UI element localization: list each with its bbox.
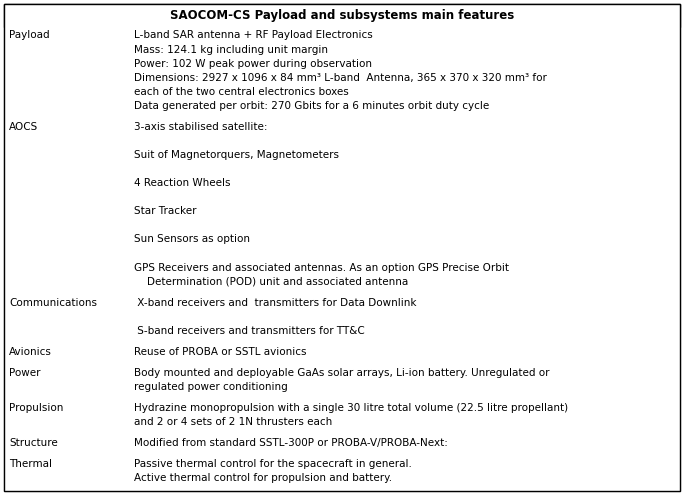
Text: Data generated per orbit: 270 Gbits for a 6 minutes orbit duty cycle: Data generated per orbit: 270 Gbits for … — [134, 101, 489, 111]
Text: Hydrazine monopropulsion with a single 30 litre total volume (22.5 litre propell: Hydrazine monopropulsion with a single 3… — [134, 403, 568, 413]
Text: and 2 or 4 sets of 2 1N thrusters each: and 2 or 4 sets of 2 1N thrusters each — [134, 417, 332, 427]
Text: SAOCOM-CS Payload and subsystems main features: SAOCOM-CS Payload and subsystems main fe… — [170, 9, 514, 22]
Text: Star Tracker: Star Tracker — [134, 206, 196, 216]
Text: AOCS: AOCS — [9, 122, 38, 132]
Text: Mass: 124.1 kg including unit margin: Mass: 124.1 kg including unit margin — [134, 45, 328, 54]
Text: Determination (POD) unit and associated antenna: Determination (POD) unit and associated … — [134, 277, 408, 287]
Bar — [129, 118, 680, 294]
Text: Sun Sensors as option: Sun Sensors as option — [134, 235, 250, 245]
Bar — [129, 27, 680, 118]
Text: Power: 102 W peak power during observation: Power: 102 W peak power during observati… — [134, 58, 372, 69]
Bar — [4, 344, 129, 364]
Text: 3-axis stabilised satellite:: 3-axis stabilised satellite: — [134, 122, 267, 132]
Text: Active thermal control for propulsion and battery.: Active thermal control for propulsion an… — [134, 473, 392, 484]
Bar — [129, 435, 680, 456]
Text: 4 Reaction Wheels: 4 Reaction Wheels — [134, 178, 231, 188]
Bar — [129, 456, 680, 491]
Text: S-band receivers and transmitters for TT&C: S-band receivers and transmitters for TT… — [134, 326, 365, 336]
Text: Communications: Communications — [9, 297, 97, 308]
Text: L-band SAR antenna + RF Payload Electronics: L-band SAR antenna + RF Payload Electron… — [134, 31, 373, 41]
Text: regulated power conditioning: regulated power conditioning — [134, 382, 288, 392]
Text: Dimensions: 2927 x 1096 x 84 mm³ L-band  Antenna, 365 x 370 x 320 mm³ for: Dimensions: 2927 x 1096 x 84 mm³ L-band … — [134, 73, 547, 83]
Text: Power: Power — [9, 368, 40, 378]
Bar — [129, 344, 680, 364]
Bar — [4, 364, 129, 399]
Text: each of the two central electronics boxes: each of the two central electronics boxe… — [134, 87, 349, 97]
Text: Thermal: Thermal — [9, 459, 52, 469]
Text: Passive thermal control for the spacecraft in general.: Passive thermal control for the spacecra… — [134, 459, 412, 469]
Bar — [129, 364, 680, 399]
Text: Structure: Structure — [9, 438, 57, 448]
Bar — [4, 294, 129, 344]
Text: Propulsion: Propulsion — [9, 403, 64, 413]
Text: X-band receivers and  transmitters for Data Downlink: X-band receivers and transmitters for Da… — [134, 297, 417, 308]
Text: Body mounted and deployable GaAs solar arrays, Li-ion battery. Unregulated or: Body mounted and deployable GaAs solar a… — [134, 368, 549, 378]
Bar — [129, 399, 680, 435]
Text: Avionics: Avionics — [9, 347, 52, 357]
Bar — [4, 399, 129, 435]
Bar — [4, 456, 129, 491]
Text: Suit of Magnetorquers, Magnetometers: Suit of Magnetorquers, Magnetometers — [134, 150, 339, 160]
Bar — [4, 118, 129, 294]
Text: Modified from standard SSTL-300P or PROBA-V/PROBA-Next:: Modified from standard SSTL-300P or PROB… — [134, 438, 448, 448]
Bar — [129, 294, 680, 344]
Text: GPS Receivers and associated antennas. As an option GPS Precise Orbit: GPS Receivers and associated antennas. A… — [134, 262, 509, 273]
Text: Payload: Payload — [9, 31, 50, 41]
Bar — [4, 4, 680, 27]
Text: Reuse of PROBA or SSTL avionics: Reuse of PROBA or SSTL avionics — [134, 347, 306, 357]
Bar — [4, 27, 129, 118]
Bar — [4, 435, 129, 456]
